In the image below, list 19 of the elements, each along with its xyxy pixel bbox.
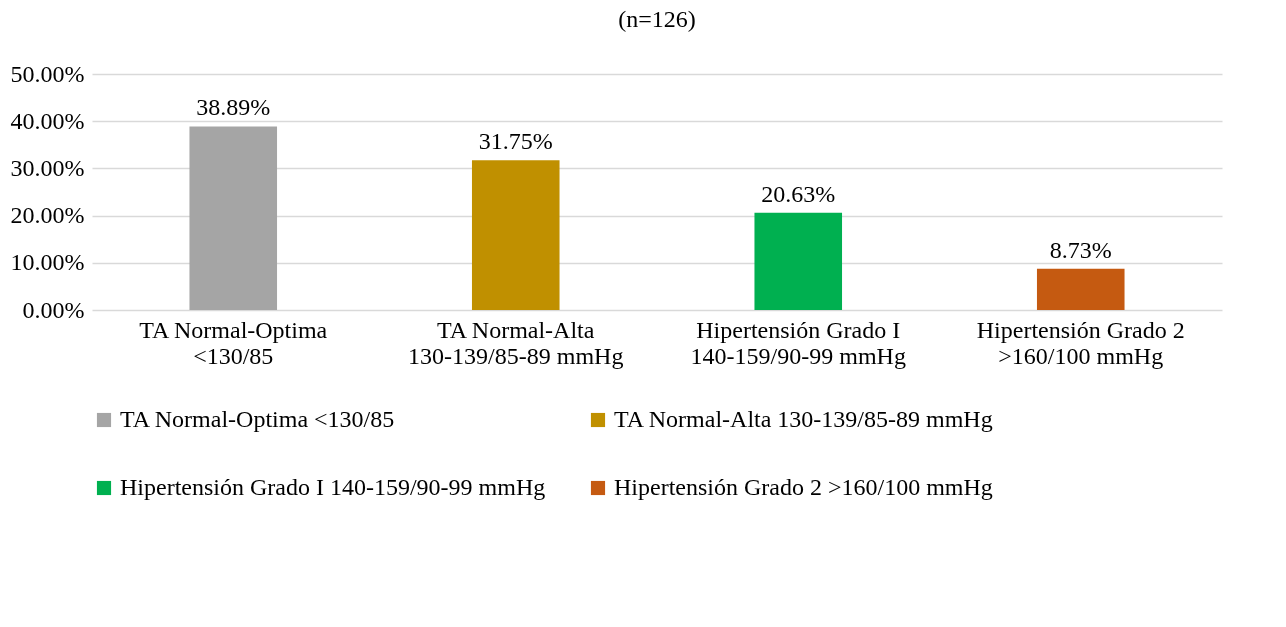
y-tick-label: 0.00%	[22, 296, 85, 323]
y-tick-label: 40.00%	[10, 107, 85, 134]
x-tick-label: TA Normal-Optima <130/85	[139, 316, 328, 369]
legend-label: TA Normal-Optima <130/85	[120, 406, 395, 432]
x-tick-label: Hipertensión Grado I 140-159/90-99 mmHg	[690, 316, 906, 369]
chart-title: (n=126)	[618, 6, 696, 32]
data-label: 31.75%	[478, 128, 553, 155]
x-tick-label: TA Normal-Alta 130-139/85-89 mmHg	[408, 316, 624, 369]
legend-label: Hipertensión Grado 2 >160/100 mmHg	[614, 474, 993, 500]
legend-label: Hipertensión Grado I 140-159/90-99 mmHg	[120, 474, 546, 500]
y-tick-label: 50.00%	[10, 60, 85, 87]
data-label: 38.89%	[196, 94, 271, 121]
y-tick-label: 30.00%	[10, 154, 85, 181]
legend-label: TA Normal-Alta 130-139/85-89 mmHg	[614, 406, 993, 432]
data-label: 8.73%	[1049, 236, 1112, 263]
data-label: 20.63%	[761, 180, 836, 207]
x-tick-label: Hipertensión Grado 2 >160/100 mmHg	[976, 316, 1185, 369]
y-tick-label: 20.00%	[10, 202, 85, 229]
y-tick-label: 10.00%	[10, 249, 85, 276]
